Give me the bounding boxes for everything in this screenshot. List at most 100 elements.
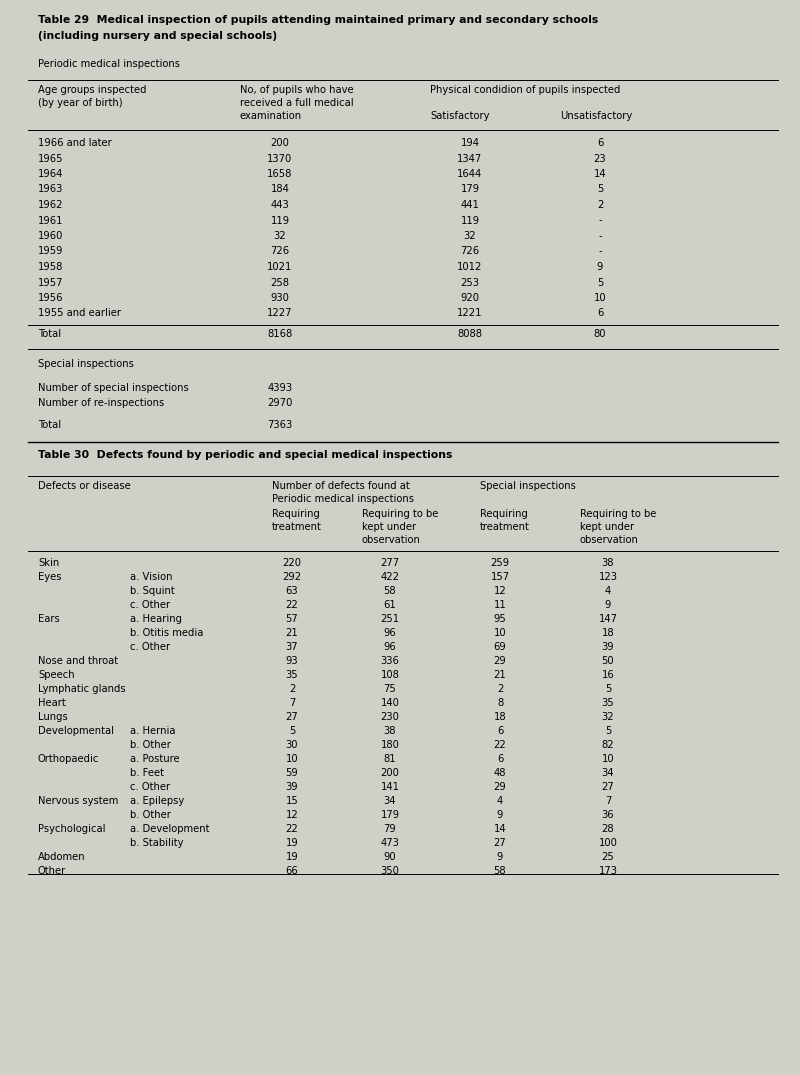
Text: Unsatisfactory: Unsatisfactory <box>560 111 632 121</box>
Text: b. Stability: b. Stability <box>130 838 183 848</box>
Text: 22: 22 <box>286 600 298 610</box>
Text: c. Other: c. Other <box>130 782 170 792</box>
Text: treatment: treatment <box>272 522 322 532</box>
Text: Requiring: Requiring <box>480 508 528 519</box>
Text: c. Other: c. Other <box>130 642 170 653</box>
Text: 1958: 1958 <box>38 262 63 272</box>
Text: 9: 9 <box>497 852 503 862</box>
Text: Special inspections: Special inspections <box>480 481 576 491</box>
Text: 82: 82 <box>602 740 614 750</box>
Text: 59: 59 <box>286 768 298 778</box>
Text: 147: 147 <box>598 614 618 623</box>
Text: observation: observation <box>580 535 639 545</box>
Text: 30: 30 <box>286 740 298 750</box>
Text: 34: 34 <box>602 768 614 778</box>
Text: 32: 32 <box>464 231 476 241</box>
Text: Requiring: Requiring <box>272 508 320 519</box>
Text: 36: 36 <box>602 809 614 820</box>
Text: 29: 29 <box>494 656 506 666</box>
Text: 39: 39 <box>602 642 614 653</box>
Text: 108: 108 <box>381 670 399 680</box>
Text: 27: 27 <box>286 712 298 722</box>
Text: 1965: 1965 <box>38 154 63 163</box>
Text: 39: 39 <box>286 782 298 792</box>
Text: 119: 119 <box>270 215 290 226</box>
Text: 1658: 1658 <box>267 169 293 180</box>
Text: b. Squint: b. Squint <box>130 586 174 596</box>
Text: 15: 15 <box>286 796 298 806</box>
Text: received a full medical: received a full medical <box>240 98 354 108</box>
Text: 200: 200 <box>270 138 290 148</box>
Text: Table 30  Defects found by periodic and special medical inspections: Table 30 Defects found by periodic and s… <box>38 450 452 460</box>
Text: 251: 251 <box>381 614 399 623</box>
Text: observation: observation <box>362 535 421 545</box>
Text: 80: 80 <box>594 329 606 339</box>
Text: kept under: kept under <box>362 522 416 532</box>
Text: Number of special inspections: Number of special inspections <box>38 383 189 393</box>
Text: 35: 35 <box>602 698 614 708</box>
Text: examination: examination <box>240 111 302 121</box>
Text: 123: 123 <box>598 572 618 582</box>
Text: 5: 5 <box>289 726 295 736</box>
Text: b. Feet: b. Feet <box>130 768 164 778</box>
Text: kept under: kept under <box>580 522 634 532</box>
Text: 23: 23 <box>594 154 606 163</box>
Text: Number of re-inspections: Number of re-inspections <box>38 399 164 408</box>
Text: -: - <box>598 246 602 257</box>
Text: 10: 10 <box>286 754 298 764</box>
Text: 180: 180 <box>381 740 399 750</box>
Text: Total: Total <box>38 420 61 430</box>
Text: 6: 6 <box>597 138 603 148</box>
Text: 9: 9 <box>605 600 611 610</box>
Text: 6: 6 <box>497 726 503 736</box>
Text: 179: 179 <box>461 185 479 195</box>
Text: 10: 10 <box>594 293 606 303</box>
Text: -: - <box>598 231 602 241</box>
Text: 1012: 1012 <box>458 262 482 272</box>
Text: -: - <box>598 215 602 226</box>
Text: 27: 27 <box>494 838 506 848</box>
Text: a. Vision: a. Vision <box>130 572 173 582</box>
Text: 1960: 1960 <box>38 231 63 241</box>
Text: Number of defects found at: Number of defects found at <box>272 481 410 491</box>
Text: 726: 726 <box>270 246 290 257</box>
Text: a. Hearing: a. Hearing <box>130 614 182 623</box>
Text: Speech: Speech <box>38 670 74 680</box>
Text: 157: 157 <box>490 572 510 582</box>
Text: 6: 6 <box>497 754 503 764</box>
Text: 50: 50 <box>602 656 614 666</box>
Text: Other: Other <box>38 866 66 876</box>
Text: Periodic medical inspections: Periodic medical inspections <box>272 494 414 504</box>
Text: Heart: Heart <box>38 698 66 708</box>
Text: 220: 220 <box>282 558 302 568</box>
Text: 9: 9 <box>497 809 503 820</box>
Text: 726: 726 <box>461 246 479 257</box>
Text: 1956: 1956 <box>38 293 63 303</box>
Text: 63: 63 <box>286 586 298 596</box>
Text: 259: 259 <box>490 558 510 568</box>
Text: 9: 9 <box>597 262 603 272</box>
Text: b. Other: b. Other <box>130 740 171 750</box>
Text: 441: 441 <box>461 200 479 210</box>
Text: 920: 920 <box>461 293 479 303</box>
Text: a. Epilepsy: a. Epilepsy <box>130 796 184 806</box>
Text: 200: 200 <box>381 768 399 778</box>
Text: 93: 93 <box>286 656 298 666</box>
Text: 5: 5 <box>605 684 611 694</box>
Text: 277: 277 <box>381 558 399 568</box>
Text: 35: 35 <box>286 670 298 680</box>
Text: Orthopaedic: Orthopaedic <box>38 754 99 764</box>
Text: 61: 61 <box>384 600 396 610</box>
Text: Eyes: Eyes <box>38 572 62 582</box>
Text: 10: 10 <box>494 628 506 637</box>
Text: 34: 34 <box>384 796 396 806</box>
Text: 25: 25 <box>602 852 614 862</box>
Text: 1347: 1347 <box>458 154 482 163</box>
Text: treatment: treatment <box>480 522 530 532</box>
Text: Total: Total <box>38 329 61 339</box>
Text: 58: 58 <box>384 586 396 596</box>
Text: 1644: 1644 <box>458 169 482 180</box>
Text: 443: 443 <box>270 200 290 210</box>
Text: 2: 2 <box>597 200 603 210</box>
Text: Abdomen: Abdomen <box>38 852 86 862</box>
